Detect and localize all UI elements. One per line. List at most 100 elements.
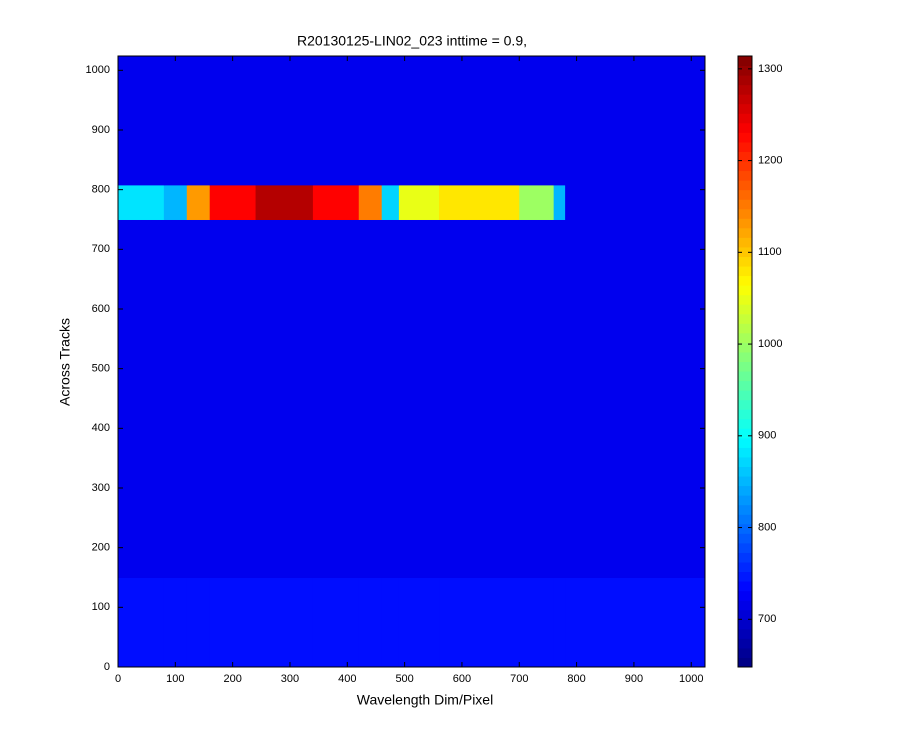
heatmap-cell [118, 577, 165, 668]
colorbar-swatch [738, 371, 752, 382]
y-tick-label: 1000 [86, 64, 110, 76]
heatmap-cell [439, 56, 520, 186]
y-tick-label: 200 [92, 542, 110, 554]
x-tick-label: 0 [115, 673, 121, 685]
colorbar-swatch [738, 180, 752, 191]
heatmap-cell [519, 219, 555, 578]
colorbar-swatch [738, 504, 752, 515]
heatmap-cell [209, 184, 257, 220]
colorbar-swatch [738, 313, 752, 324]
colorbar-swatch [738, 600, 752, 611]
colorbar-tick-label: 1200 [758, 154, 782, 166]
x-tick-label: 900 [625, 673, 643, 685]
x-tick-label: 1000 [679, 673, 703, 685]
colorbar-swatch [738, 533, 752, 544]
heatmap-cell [358, 184, 383, 220]
heatmap-cell [565, 219, 706, 578]
heatmap-cell [358, 56, 383, 186]
colorbar-tick-label: 1300 [758, 63, 782, 75]
colorbar-swatch [738, 380, 752, 391]
colorbar-swatch [738, 170, 752, 181]
colorbar-swatch [738, 84, 752, 95]
x-tick-label: 300 [281, 673, 299, 685]
colorbar-swatch [738, 456, 752, 468]
heatmap-cell [553, 184, 566, 220]
heatmap-cell [312, 184, 360, 220]
colorbar-swatch [738, 552, 752, 563]
colorbar-tick-label: 1000 [758, 338, 782, 350]
colorbar-swatch [738, 485, 752, 496]
heatmap-cell [381, 219, 400, 578]
colorbar-swatch [738, 323, 752, 334]
heatmap-cell [398, 577, 440, 668]
heatmap-cell [255, 56, 314, 186]
colorbar-swatch [738, 237, 752, 248]
heatmap-cell [209, 219, 257, 578]
colorbar-swatch [738, 94, 752, 105]
colorbar-swatch [738, 141, 752, 152]
heatmap-cell [439, 184, 520, 220]
heatmap-cell [519, 56, 555, 186]
y-tick-label: 0 [104, 661, 110, 673]
colorbar-swatch [738, 351, 752, 362]
heatmap-cell [519, 577, 555, 668]
colorbar-swatch [738, 275, 752, 286]
x-tick-label: 100 [166, 673, 184, 685]
heatmap-cell [565, 577, 706, 668]
colorbar-swatch [738, 437, 752, 448]
colorbar-swatch [738, 466, 752, 477]
y-tick-label: 800 [92, 184, 110, 196]
colorbar-swatch [738, 266, 752, 277]
heatmap-cell [118, 56, 165, 186]
colorbar-swatch [738, 218, 752, 229]
y-tick-label: 100 [92, 601, 110, 613]
colorbar-swatch [738, 590, 752, 601]
x-tick-label: 500 [395, 673, 413, 685]
colorbar-swatch [738, 161, 752, 172]
heatmap-cell [163, 184, 188, 220]
heatmap-cell [209, 56, 257, 186]
heatmap-cell [255, 577, 314, 668]
colorbar-swatch [738, 609, 752, 620]
colorbar-swatch [738, 514, 752, 525]
colorbar-swatch [738, 571, 752, 582]
heatmap-cell [186, 56, 211, 186]
colorbar-tick-label: 800 [758, 521, 776, 533]
heatmap-cell [209, 577, 257, 668]
heatmap-cell [163, 577, 188, 668]
heatmap-cell [186, 577, 211, 668]
heatmap-cell [553, 219, 566, 578]
heatmap-cell [381, 184, 400, 220]
colorbar-swatch [738, 619, 752, 630]
colorbar-swatch [738, 657, 752, 668]
heatmap-cell [358, 219, 383, 578]
heatmap-cell [398, 56, 440, 186]
heatmap-cell [312, 577, 360, 668]
colorbar-swatch [738, 246, 752, 257]
x-tick-label: 700 [510, 673, 528, 685]
colorbar-swatch [738, 447, 752, 458]
colorbar-swatch [738, 628, 752, 639]
y-tick-label: 400 [92, 422, 110, 434]
colorbar-swatch [738, 332, 752, 343]
heatmap-cell [381, 56, 400, 186]
y-tick-label: 500 [92, 363, 110, 375]
colorbar-swatch [738, 342, 752, 353]
colorbar-swatch [738, 361, 752, 372]
y-tick-label: 300 [92, 482, 110, 494]
heatmap-cell [519, 184, 555, 220]
colorbar-swatch [738, 418, 752, 429]
colorbar-swatch [738, 256, 752, 267]
heatmap-cell [163, 219, 188, 578]
colorbar-swatch [738, 56, 752, 67]
colorbar-swatch [738, 647, 752, 658]
heatmap-cell [163, 56, 188, 186]
heatmap-cell [255, 184, 314, 220]
heatmap-cell [565, 56, 706, 186]
colorbar-tick-label: 1100 [758, 246, 782, 258]
colorbar-swatch [738, 390, 752, 401]
colorbar-frame [737, 55, 753, 668]
y-tick-label: 600 [92, 303, 110, 315]
heatmap-cell [439, 577, 520, 668]
heatmap-cell [255, 219, 314, 578]
